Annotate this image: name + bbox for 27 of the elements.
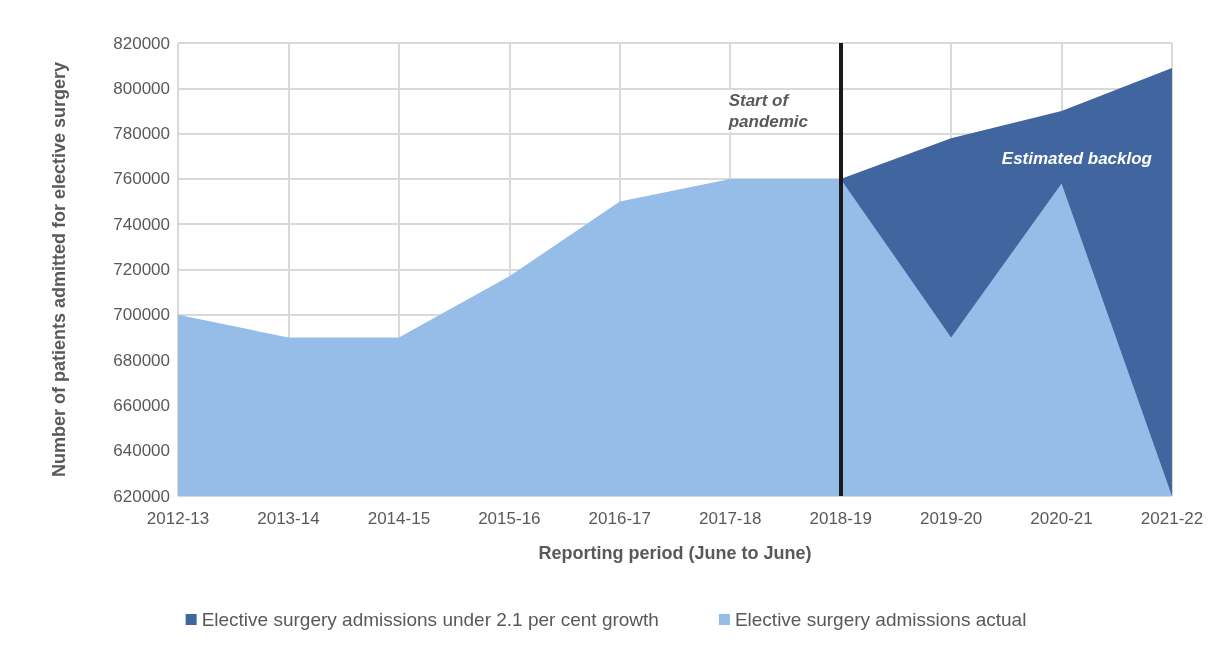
y-tick-label: 700000 — [113, 305, 170, 325]
x-tick-label: 2018-19 — [809, 509, 872, 528]
y-tick-label: 620000 — [113, 486, 170, 506]
y-tick-label: 660000 — [113, 395, 170, 415]
y-tick-label: 800000 — [113, 78, 170, 98]
x-axis-title: Reporting period (June to June) — [538, 543, 812, 563]
x-tick-label: 2019-20 — [919, 509, 983, 528]
y-tick-label: 640000 — [113, 441, 170, 461]
x-tick-label: 2021-22 — [1140, 509, 1204, 528]
ref-line-label: Start of pandemic — [727, 91, 809, 131]
y-tick-label: 820000 — [113, 33, 170, 53]
y-axis-title: Number of patients admitted for elective surgery — [49, 61, 69, 478]
y-tick-label: 740000 — [113, 214, 170, 234]
legend-label: Elective surgery admissions actual — [734, 609, 1027, 630]
annotation: Estimated backlog — [1001, 149, 1153, 168]
x-tick-label: 2020-21 — [1030, 509, 1093, 528]
x-tick-label: 2012-13 — [146, 509, 210, 528]
y-tick-label: 780000 — [113, 124, 170, 144]
x-tick-label: 2017-18 — [699, 509, 762, 528]
y-tick-label: 760000 — [113, 169, 170, 189]
y-tick-label: 680000 — [113, 350, 170, 370]
x-tick-label: 2013-14 — [257, 509, 320, 528]
legend-label: Elective surgery admissions under 2.1 per cent growth — [201, 609, 659, 630]
x-tick-label: 2014-15 — [367, 509, 431, 528]
x-tick-label: 2016-17 — [588, 509, 651, 528]
y-tick-label: 720000 — [113, 260, 170, 279]
x-tick-label: 2015-16 — [478, 509, 541, 528]
